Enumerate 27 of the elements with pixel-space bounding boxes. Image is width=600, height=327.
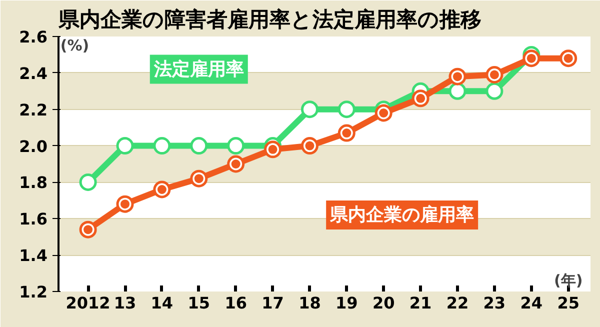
y-tick-label: 1.6 (19, 210, 48, 229)
x-tick-label: 15 (188, 294, 210, 312)
y-tick-label: 1.2 (19, 282, 48, 302)
x-tick-label: 25 (557, 294, 580, 312)
x-tick-label: 22 (446, 294, 469, 312)
x-tick-label: 2012 (66, 294, 110, 312)
text: 県内企業の雇用率 (329, 204, 474, 226)
x-axis-title: (年) (554, 272, 583, 290)
chart-title: 県内企業の障害者雇用率と法定雇用率の推移 (58, 8, 482, 32)
y-tick-label: 1.4 (19, 246, 48, 266)
x-tick-label: 16 (224, 294, 247, 312)
x-tick-label: 19 (336, 294, 358, 312)
x-tick-label: 17 (262, 294, 284, 312)
x-tick-label: 18 (298, 294, 321, 312)
x-tick-label: 14 (150, 294, 174, 312)
y-tick-label: 2.0 (19, 136, 48, 156)
y-axis-title: (%) (60, 36, 90, 54)
y-tick-label: 1.8 (19, 173, 48, 192)
y-tick-label: 2.6 (19, 28, 48, 46)
y-tick-label: 2.4 (19, 64, 48, 83)
x-tick-label: 21 (409, 294, 432, 312)
x-tick-label: 13 (114, 294, 136, 312)
x-tick-label: 24 (520, 294, 543, 312)
y-tick-label: 2.2 (19, 100, 48, 120)
text: 法定雇用率 (152, 58, 244, 80)
x-tick-label: 23 (483, 294, 506, 312)
x-tick-label: 20 (372, 294, 395, 312)
